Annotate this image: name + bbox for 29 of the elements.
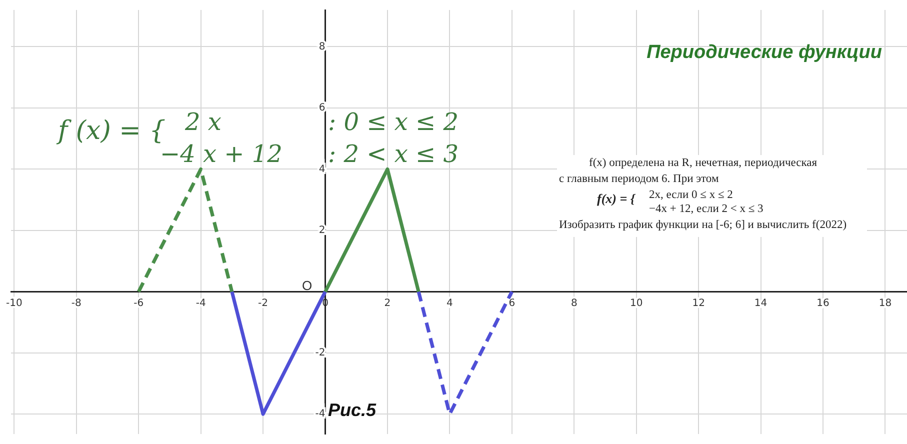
y-tick-label: 8: [318, 41, 326, 52]
x-tick-label: -8: [71, 298, 82, 310]
annotation: 2 x: [185, 108, 222, 136]
annotation: с главным периодом 6. При этом: [559, 173, 719, 185]
x-tick-label: 2: [384, 298, 391, 310]
annotation: : 0 ≤ x ≤ 2: [328, 108, 459, 136]
annotation: O: [302, 278, 312, 293]
annotation: f(x) = {: [597, 191, 635, 207]
annotation: Рис.5: [328, 400, 376, 421]
x-tick-label: -10: [6, 298, 22, 310]
x-tick-label: 10: [630, 298, 643, 310]
y-tick-label: -2: [315, 347, 326, 358]
x-tick-label: 12: [692, 298, 705, 310]
x-tick-label: -4: [196, 298, 206, 310]
x-tick-label: 6: [508, 298, 516, 310]
x-tick-label: -2: [258, 298, 268, 310]
text: Периодические функции: [646, 42, 882, 64]
x-tick-label: -6: [134, 298, 144, 310]
annotation: Изобразить график функции на [-6; 6] и вычислить f(2022): [559, 219, 847, 231]
y-tick-label: 2: [318, 225, 326, 236]
x-tick-label: 8: [570, 298, 578, 310]
annotation: 2x, если 0 ≤ x ≤ 2: [649, 189, 733, 201]
x-tick-label: 4: [446, 298, 453, 310]
annotation: f(x) определена на R, нечетная, периодическая: [589, 157, 818, 169]
annotation: −4x + 12, если 2 < x ≤ 3: [649, 203, 764, 215]
annotation: : 2 < x ≤ 3: [328, 140, 459, 168]
x-tick-label: 16: [816, 298, 830, 310]
x-tick-label: 14: [754, 298, 768, 310]
x-tick-label: 18: [878, 298, 892, 310]
